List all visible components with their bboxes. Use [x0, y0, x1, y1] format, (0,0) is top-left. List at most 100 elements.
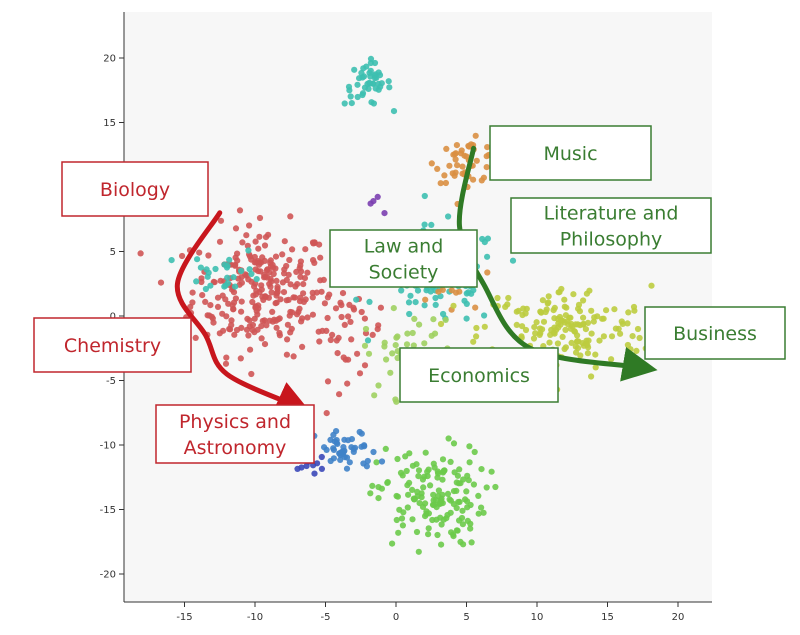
- data-point: [466, 459, 473, 466]
- annotation-physics-and: Physics and Astronomy: [155, 404, 315, 464]
- data-point: [196, 249, 203, 256]
- data-point: [439, 286, 446, 293]
- data-point: [266, 280, 273, 287]
- data-point: [269, 308, 276, 315]
- data-point: [434, 165, 441, 172]
- data-point: [231, 262, 239, 269]
- data-point: [251, 315, 258, 322]
- data-point: [369, 80, 377, 87]
- data-point: [352, 444, 359, 451]
- annotation-box: [61, 161, 209, 217]
- data-point: [348, 336, 355, 343]
- data-point: [238, 308, 245, 315]
- data-point: [217, 217, 225, 224]
- data-point: [576, 308, 584, 315]
- data-point: [561, 345, 568, 353]
- data-point: [375, 495, 382, 502]
- annotation-label: Literature and Philosophy: [544, 203, 679, 251]
- data-point: [406, 310, 413, 318]
- data-point: [198, 275, 205, 282]
- data-point: [194, 256, 201, 263]
- data-point: [422, 449, 429, 456]
- data-point: [629, 333, 636, 340]
- data-point: [413, 528, 421, 536]
- data-point: [222, 296, 229, 303]
- data-point: [571, 328, 578, 335]
- data-point: [404, 330, 411, 337]
- annotation-literature-and: Literature and Philosophy: [510, 197, 712, 254]
- data-point: [463, 315, 470, 322]
- data-point: [281, 270, 288, 277]
- data-point: [253, 287, 260, 294]
- data-point: [603, 307, 610, 314]
- data-point: [463, 300, 470, 307]
- data-point: [445, 435, 452, 442]
- data-point: [361, 315, 368, 322]
- data-point: [442, 316, 449, 323]
- x-tick-label: 20: [672, 612, 685, 623]
- data-point: [243, 232, 250, 239]
- data-point: [456, 288, 463, 295]
- data-point: [250, 292, 257, 299]
- data-point: [283, 262, 290, 270]
- data-point: [430, 460, 437, 467]
- data-point: [197, 264, 204, 271]
- data-point: [291, 294, 299, 301]
- data-point: [207, 282, 214, 289]
- data-point: [450, 440, 458, 447]
- data-point: [299, 315, 306, 322]
- data-point: [284, 321, 291, 328]
- data-point: [390, 305, 397, 312]
- data-point: [588, 330, 595, 337]
- data-point: [256, 233, 263, 240]
- data-point: [551, 324, 558, 331]
- data-point: [592, 351, 599, 358]
- data-point: [546, 339, 553, 346]
- data-point: [245, 332, 252, 339]
- data-point: [630, 303, 638, 311]
- data-point: [627, 346, 634, 353]
- data-point: [341, 100, 348, 107]
- data-point: [470, 176, 477, 183]
- data-point: [365, 350, 373, 357]
- data-point: [225, 300, 232, 307]
- data-point: [551, 330, 558, 337]
- data-point: [261, 242, 269, 249]
- data-point: [410, 342, 417, 349]
- data-point: [362, 325, 370, 333]
- data-point: [428, 221, 435, 228]
- data-point: [245, 247, 252, 254]
- data-point: [441, 172, 448, 179]
- data-point: [354, 350, 361, 357]
- data-point: [421, 473, 428, 480]
- data-point: [480, 174, 487, 181]
- data-point: [414, 488, 421, 495]
- data-point: [473, 157, 480, 164]
- data-point: [335, 334, 342, 341]
- data-point: [372, 85, 379, 92]
- data-point: [230, 274, 237, 281]
- data-point: [619, 320, 626, 327]
- data-point: [471, 448, 478, 456]
- annotation-label: Business: [673, 323, 757, 345]
- data-point: [371, 392, 378, 399]
- data-point: [276, 315, 283, 322]
- data-point: [378, 80, 385, 87]
- annotation-label: Music: [543, 143, 597, 165]
- data-point: [445, 213, 452, 220]
- data-point: [467, 525, 474, 532]
- data-point: [423, 508, 430, 515]
- data-point: [608, 333, 616, 340]
- data-point: [272, 253, 280, 260]
- data-point: [432, 294, 439, 302]
- data-point: [375, 382, 382, 389]
- data-point: [399, 522, 406, 529]
- data-point: [367, 59, 374, 67]
- data-point: [390, 108, 398, 115]
- data-point: [409, 462, 416, 469]
- data-point: [235, 275, 242, 282]
- data-point: [273, 277, 280, 284]
- data-point: [452, 156, 459, 163]
- data-point: [412, 299, 419, 306]
- data-point: [450, 302, 457, 309]
